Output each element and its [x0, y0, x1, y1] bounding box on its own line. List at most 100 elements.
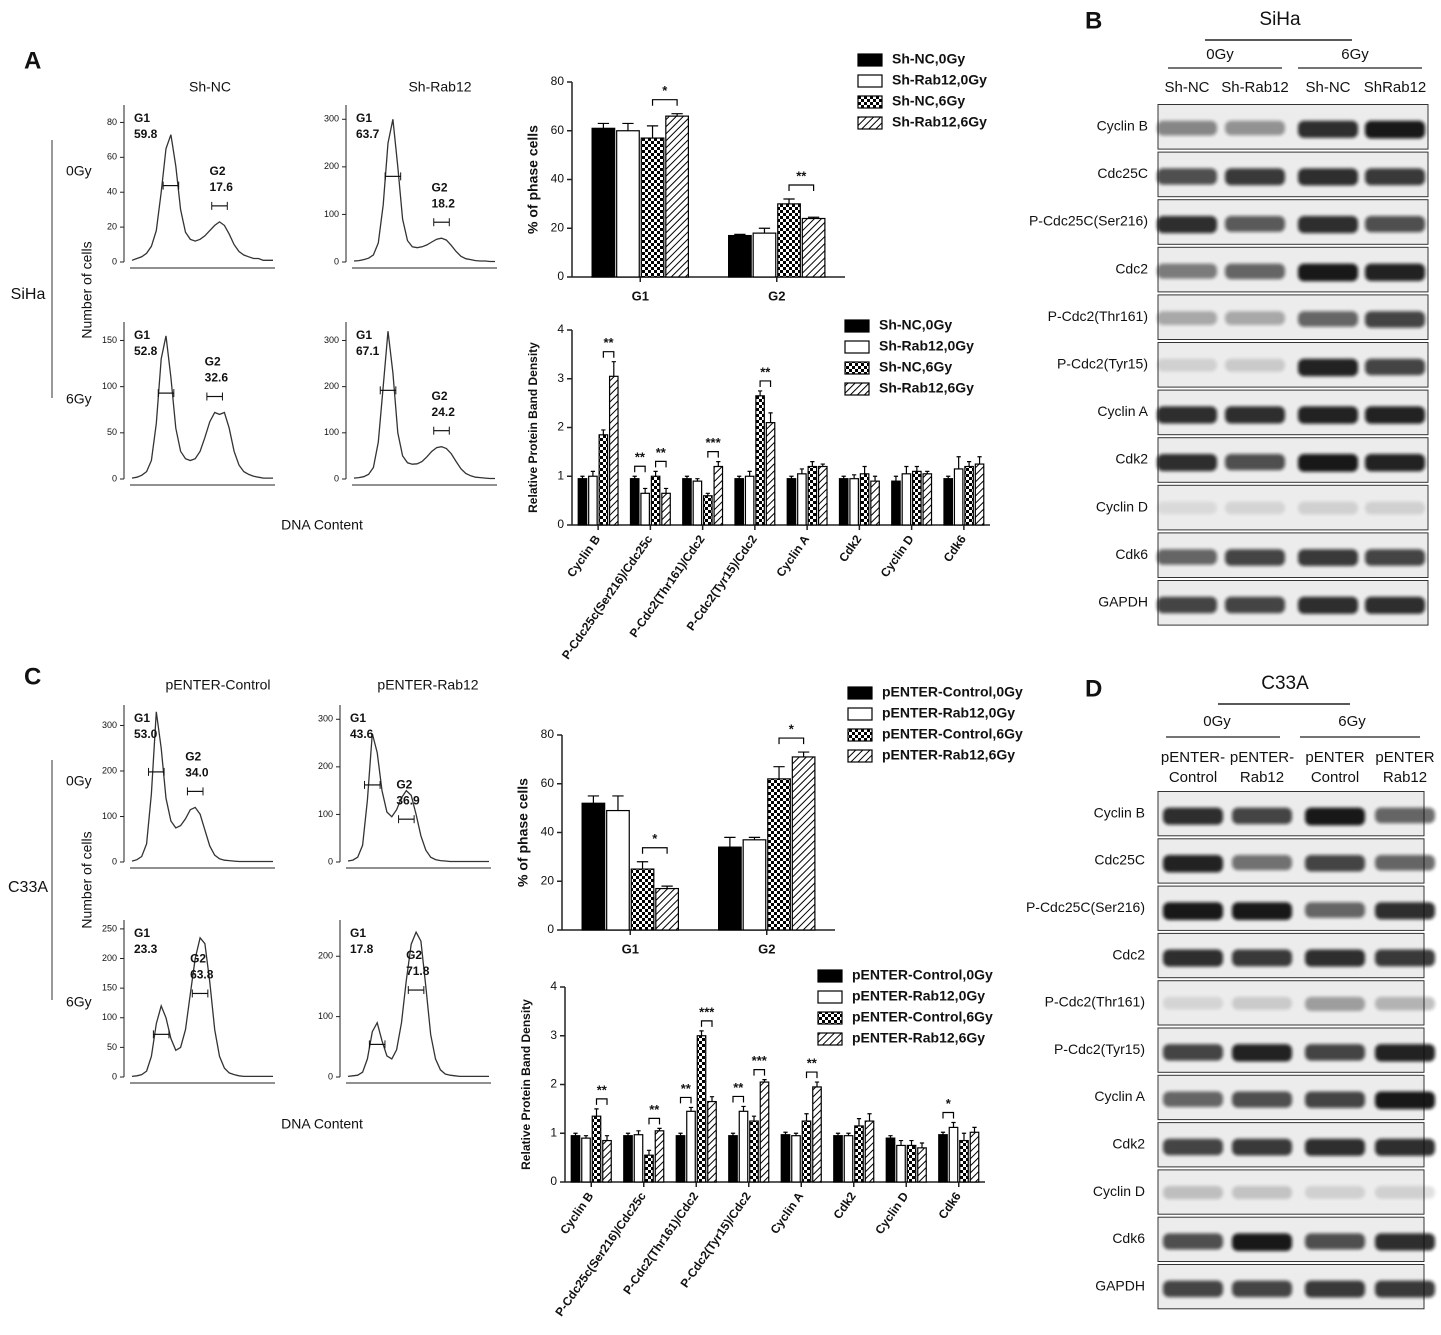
- blot-band: [1365, 168, 1425, 186]
- gate-name: G2: [190, 952, 206, 966]
- y-tick-label: 200: [102, 953, 117, 963]
- bar: [577, 478, 588, 526]
- legend-label: Sh-Rab12,0Gy: [892, 72, 987, 88]
- error-bar: [747, 470, 752, 477]
- blot-band: [1225, 120, 1285, 136]
- significance-bracket: [753, 1069, 766, 1076]
- bar: [943, 478, 954, 526]
- bar: [922, 473, 933, 526]
- blot-protein-label: Cdk6: [1112, 1230, 1145, 1246]
- blot-band: [1157, 549, 1217, 565]
- blot-band: [1298, 216, 1358, 234]
- column-title: Sh-Rab12: [408, 79, 471, 95]
- cell-line-label: C33A: [8, 879, 48, 896]
- error-bar: [898, 1139, 904, 1146]
- x-tick-label: P-Cdc25c(Ser216)/Cdc25c: [552, 1189, 649, 1319]
- x-tick-label: G1: [632, 288, 649, 303]
- blot-band: [1225, 168, 1285, 186]
- error-bar: [622, 122, 634, 131]
- blot-band: [1157, 596, 1217, 614]
- x-tick-label: Cyclin A: [773, 532, 812, 579]
- y-tick-label: 200: [324, 161, 339, 171]
- blot-band: [1375, 902, 1435, 920]
- blot-band: [1225, 549, 1285, 566]
- y-tick-label: 60: [107, 152, 117, 162]
- blot-band: [1163, 1091, 1223, 1108]
- blot-band: [1375, 1280, 1435, 1298]
- gate-name: G1: [134, 328, 150, 342]
- blot-band: [1225, 596, 1285, 614]
- error-bar: [867, 1113, 872, 1122]
- bar: [738, 1110, 749, 1183]
- blot-protein-label: Cyclin D: [1096, 498, 1148, 514]
- y-tick-label: 1: [550, 1125, 557, 1139]
- bar: [623, 1135, 633, 1183]
- error-bar: [793, 1132, 799, 1136]
- legend-swatch: [847, 728, 873, 742]
- error-bar: [835, 1132, 841, 1136]
- y-tick-label: 100: [102, 811, 117, 821]
- y-tick-label: 80: [541, 727, 555, 741]
- error-bar: [632, 475, 637, 479]
- blot-band: [1305, 1233, 1365, 1250]
- blot-band: [1298, 263, 1358, 282]
- blot-band: [1157, 263, 1217, 279]
- significance-label: **: [760, 364, 771, 379]
- gate-value: 63.7: [356, 127, 380, 141]
- legend-label: pENTER-Control,0Gy: [882, 684, 1023, 700]
- error-bar: [893, 475, 899, 482]
- bar: [843, 1135, 854, 1183]
- x-tick-label: G2: [768, 288, 785, 303]
- blot-band: [1232, 1044, 1292, 1062]
- blot-band: [1298, 501, 1358, 515]
- significance-bracket: [655, 460, 667, 468]
- error-bar: [604, 1135, 610, 1141]
- bar: [742, 839, 767, 931]
- error-bar: [741, 1105, 746, 1112]
- blot-band: [1375, 996, 1435, 1011]
- significance-bracket: [679, 1096, 692, 1104]
- histogram-line: [131, 936, 273, 1078]
- blot-protein-label: Cdc25C: [1097, 165, 1148, 181]
- significance-label: *: [652, 831, 658, 846]
- significance-bracket: [648, 1117, 661, 1125]
- panel-letter: D: [1085, 675, 1102, 702]
- error-bar: [705, 492, 710, 496]
- legend-label: pENTER-Rab12,0Gy: [882, 705, 1015, 721]
- bar: [833, 1135, 843, 1183]
- y-tick-label: 2: [550, 1077, 557, 1091]
- blot-band: [1157, 216, 1217, 234]
- error-bar: [678, 1132, 683, 1136]
- gate-name: G1: [356, 111, 372, 125]
- error-bar: [695, 478, 700, 482]
- y-tick-label: 300: [324, 335, 339, 345]
- gate-value: 67.1: [356, 344, 380, 358]
- gate-name: G2: [432, 180, 448, 194]
- gate-name: G2: [210, 164, 226, 178]
- blot-band: [1298, 454, 1358, 472]
- bar: [629, 478, 640, 526]
- y-tick-label: 1: [557, 468, 564, 482]
- error-bar: [783, 198, 795, 204]
- bar: [665, 115, 689, 278]
- bar: [854, 1125, 864, 1183]
- significance-bracket: [732, 1095, 745, 1103]
- blot-band: [1305, 996, 1365, 1011]
- gate-value: 43.6: [350, 727, 374, 741]
- y-tick-label: 40: [551, 172, 565, 186]
- histogram-line: [353, 331, 495, 480]
- bar: [650, 475, 661, 526]
- error-bar: [841, 475, 846, 479]
- significance-bracket: [641, 847, 668, 854]
- gate-name: G1: [350, 926, 366, 940]
- blot-band: [1225, 406, 1285, 424]
- y-tick-label: 200: [318, 951, 333, 961]
- bar: [964, 465, 974, 526]
- error-bar: [846, 1132, 851, 1136]
- blot-band: [1375, 949, 1435, 967]
- blot-protein-label: Cyclin A: [1094, 1088, 1145, 1104]
- blot-band: [1163, 949, 1223, 967]
- blot-lane-label: pENTER: [1375, 749, 1434, 766]
- legend-swatch: [857, 95, 883, 109]
